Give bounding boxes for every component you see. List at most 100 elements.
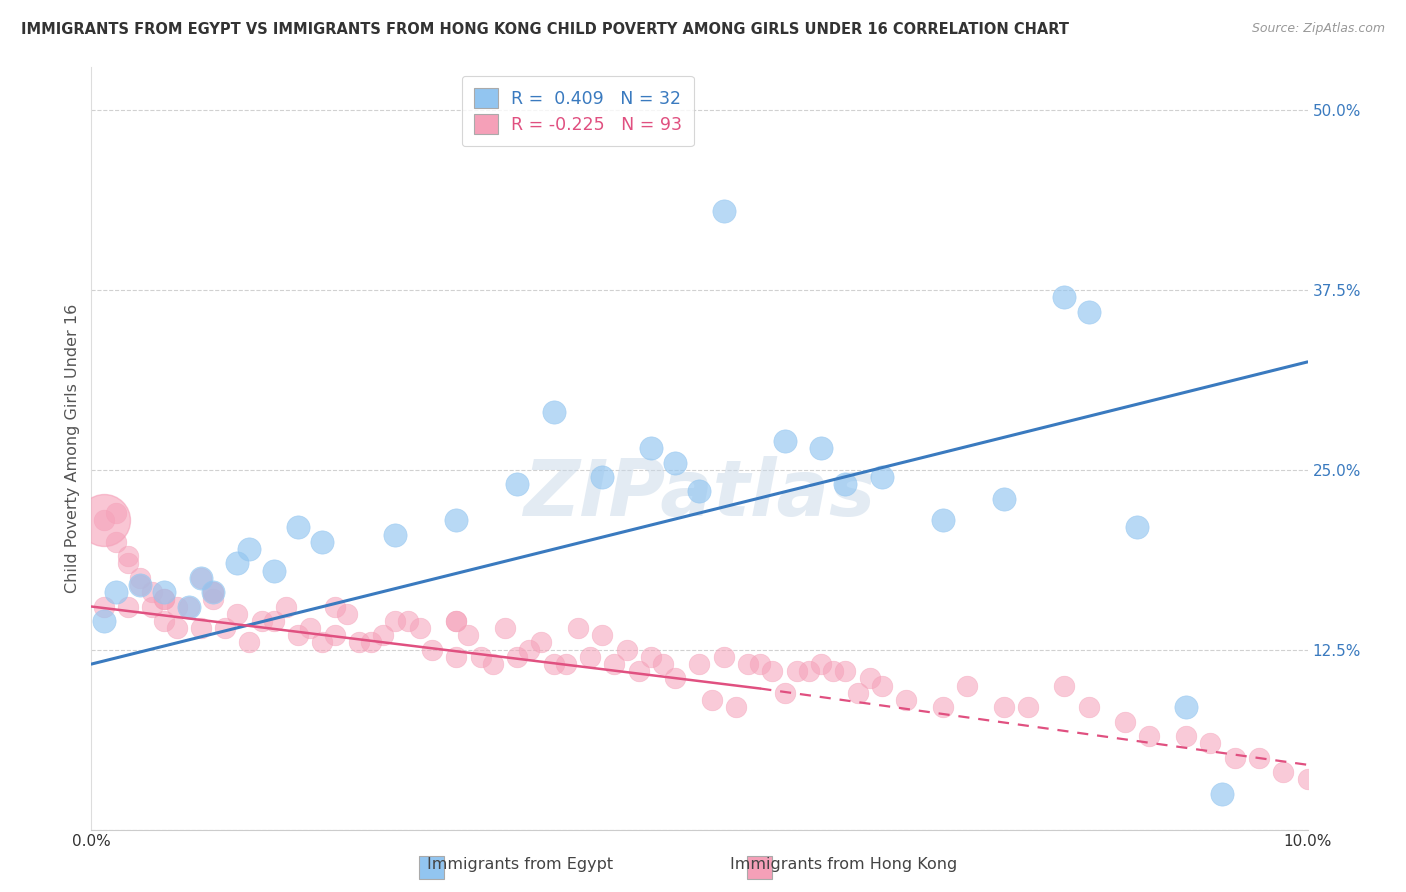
Point [311, 635, 333, 649]
Point [1053, 679, 1076, 693]
Point [396, 614, 419, 628]
Point [1077, 700, 1099, 714]
Point [444, 614, 467, 628]
Point [749, 657, 772, 671]
Point [299, 621, 322, 635]
Point [287, 520, 309, 534]
Point [409, 621, 432, 635]
Point [1053, 290, 1076, 304]
Point [153, 592, 176, 607]
Point [202, 592, 225, 607]
Point [506, 649, 529, 664]
Point [444, 614, 467, 628]
Point [166, 599, 188, 614]
Point [506, 477, 529, 491]
Point [311, 534, 333, 549]
Point [470, 649, 492, 664]
Point [117, 599, 139, 614]
Point [591, 628, 613, 642]
Bar [747, 856, 772, 879]
Point [166, 621, 188, 635]
Point [1272, 764, 1295, 779]
Point [724, 700, 747, 714]
Point [481, 657, 503, 671]
Point [517, 642, 540, 657]
Point [238, 635, 260, 649]
Point [761, 665, 783, 679]
Point [457, 628, 479, 642]
Legend: R =  0.409   N = 32, R = -0.225   N = 93: R = 0.409 N = 32, R = -0.225 N = 93 [463, 76, 693, 146]
Point [931, 700, 953, 714]
Point [360, 635, 382, 649]
Point [834, 477, 856, 491]
Text: Source: ZipAtlas.com: Source: ZipAtlas.com [1251, 22, 1385, 36]
Point [591, 470, 613, 484]
Point [190, 571, 212, 585]
Point [238, 541, 260, 556]
Point [336, 607, 359, 621]
Text: Immigrants from Hong Kong: Immigrants from Hong Kong [730, 857, 957, 872]
Point [117, 549, 139, 563]
Point [287, 628, 309, 642]
Point [104, 506, 127, 520]
Point [129, 578, 152, 592]
Point [226, 557, 249, 571]
Point [384, 614, 406, 628]
Point [773, 434, 796, 448]
Point [530, 635, 553, 649]
Point [810, 657, 832, 671]
Point [177, 599, 200, 614]
Point [444, 513, 467, 527]
Point [652, 657, 675, 671]
Point [1139, 729, 1161, 743]
Point [773, 686, 796, 700]
Point [640, 649, 662, 664]
Point [104, 585, 127, 599]
Point [1017, 700, 1039, 714]
Point [494, 621, 516, 635]
Point [567, 621, 589, 635]
Point [202, 585, 225, 599]
Point [1199, 736, 1222, 750]
Point [640, 441, 662, 455]
Point [700, 693, 723, 707]
Point [1211, 787, 1233, 801]
Point [263, 564, 285, 578]
Point [688, 657, 710, 671]
Point [993, 700, 1015, 714]
Point [1223, 750, 1246, 764]
Point [323, 599, 346, 614]
Point [153, 592, 176, 607]
Point [713, 203, 735, 218]
Point [250, 614, 273, 628]
Point [616, 642, 638, 657]
Point [554, 657, 576, 671]
Point [190, 571, 212, 585]
Point [543, 405, 565, 419]
Point [141, 599, 163, 614]
Point [1174, 729, 1197, 743]
Point [420, 642, 443, 657]
Point [810, 441, 832, 455]
Point [177, 599, 200, 614]
Point [129, 578, 152, 592]
Point [323, 628, 346, 642]
Point [1077, 304, 1099, 318]
Point [786, 665, 808, 679]
Point [1247, 750, 1270, 764]
Text: Immigrants from Egypt: Immigrants from Egypt [427, 857, 613, 872]
Point [373, 628, 395, 642]
Point [737, 657, 759, 671]
Point [688, 484, 710, 499]
Point [104, 534, 127, 549]
Y-axis label: Child Poverty Among Girls Under 16: Child Poverty Among Girls Under 16 [65, 303, 80, 593]
Point [846, 686, 869, 700]
Point [202, 585, 225, 599]
Point [347, 635, 370, 649]
Point [1126, 520, 1149, 534]
Point [444, 649, 467, 664]
Point [664, 672, 686, 686]
Point [603, 657, 626, 671]
Point [834, 665, 856, 679]
Point [664, 456, 686, 470]
